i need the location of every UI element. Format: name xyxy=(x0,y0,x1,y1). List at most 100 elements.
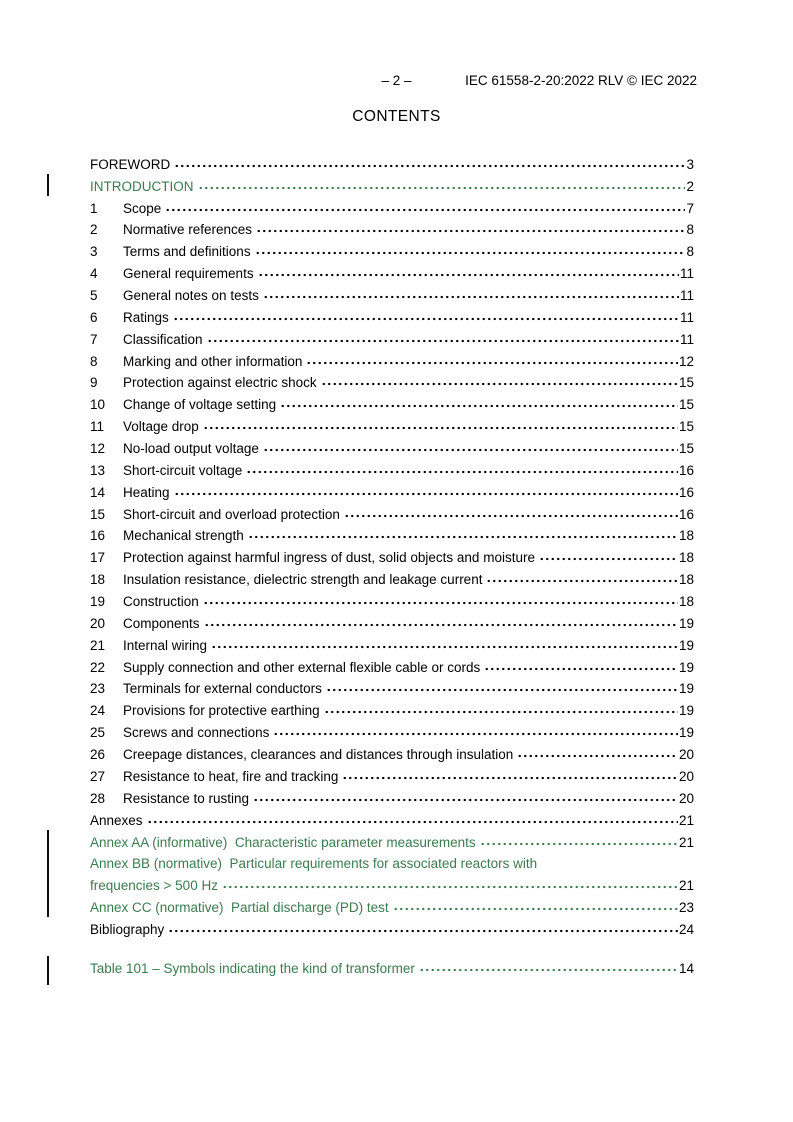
change-bar xyxy=(47,895,49,918)
toc-entry-number: 19 xyxy=(90,594,106,610)
toc-entry-number: 24 xyxy=(90,703,106,719)
toc-entry: 19 Construction 18 xyxy=(90,589,694,612)
toc-entry: Annex BB (normative) Particular requirem… xyxy=(47,851,694,874)
toc-entry-label: Table 101 – Symbols indicating the kind … xyxy=(90,961,415,977)
toc-entry-page: 19 xyxy=(678,703,694,719)
toc-entry-page: 15 xyxy=(678,419,694,435)
toc-entry: 21 Internal wiring 19 xyxy=(90,632,694,655)
toc-entry: Table 101 – Symbols indicating the kind … xyxy=(47,956,694,986)
toc-entry-label: FOREWORD xyxy=(90,156,171,172)
toc-entry-page: 8 xyxy=(686,244,694,260)
toc-entry-page: 19 xyxy=(678,615,694,631)
toc-entry-page: 2 xyxy=(686,178,694,194)
toc-entry: 4 General requirements 11 xyxy=(90,261,694,284)
page-header: – 2 – IEC 61558-2-20:2022 RLV © IEC 2022 xyxy=(0,71,697,91)
toc-entry-label: Insulation resistance, dielectric streng… xyxy=(123,572,483,588)
toc-entry: 2 Normative references 8 xyxy=(90,217,694,240)
toc-entry-page: 24 xyxy=(678,921,694,937)
toc-entry-number: 9 xyxy=(90,375,98,391)
dotted-leader xyxy=(205,326,679,349)
toc-entry-number: 6 xyxy=(90,309,98,325)
toc-entry-number: 2 xyxy=(90,222,98,238)
change-bar xyxy=(47,173,49,196)
toc-entry-label: Internal wiring xyxy=(123,637,208,653)
toc-entry-label: Screws and connections xyxy=(123,725,270,741)
change-bar xyxy=(47,956,49,986)
dotted-leader xyxy=(261,283,679,306)
toc-entry: 13 Short-circuit voltage 16 xyxy=(90,458,694,480)
toc-entry-label: Annex CC (normative) Partial discharge (… xyxy=(90,900,389,916)
page-number-marker: – 2 – xyxy=(381,73,412,88)
toc-entry-number: 13 xyxy=(90,462,106,478)
tables-list: Table 101 – Symbols indicating the kind … xyxy=(47,956,694,986)
dotted-leader xyxy=(201,414,678,437)
dotted-leader xyxy=(516,742,678,765)
toc-entry-number: 8 xyxy=(90,353,98,369)
change-bar xyxy=(47,829,49,852)
toc-entry-number: 10 xyxy=(90,397,106,413)
toc-entry-number: 26 xyxy=(90,747,106,763)
toc-entry-label: Resistance to heat, fire and tracking xyxy=(123,768,339,784)
toc-entry-page: 11 xyxy=(679,288,694,304)
toc-entry-label: Protection against electric shock xyxy=(123,375,317,391)
toc-entry: 20 Components 19 xyxy=(90,611,694,633)
toc-entry-page: 23 xyxy=(678,900,694,916)
toc-entry-page: 8 xyxy=(686,222,694,238)
toc-entry: 22 Supply connection and other external f… xyxy=(90,654,694,677)
dotted-leader xyxy=(478,829,678,852)
toc-entry-number: 7 xyxy=(90,331,98,347)
toc-entry: 23 Terminals for external conductors 19 xyxy=(90,676,694,699)
toc-entry-page: 18 xyxy=(678,550,694,566)
dotted-leader xyxy=(319,370,678,393)
dotted-leader xyxy=(172,479,678,502)
toc-entry: Annex CC (normative) Partial discharge (… xyxy=(47,895,694,918)
toc-entry-page: 11 xyxy=(679,309,694,325)
toc-entry-number: 4 xyxy=(90,266,98,282)
toc-entry: 12 No-load output voltage 15 xyxy=(90,436,694,459)
toc-entry-number: 20 xyxy=(90,615,106,631)
toc-entry-label: Scope xyxy=(123,200,162,216)
dotted-leader xyxy=(256,261,679,284)
toc-entry-page: 21 xyxy=(678,834,694,850)
toc-entry-label: Bibliography xyxy=(90,921,165,937)
toc-entry-page: 21 xyxy=(678,878,694,894)
dotted-leader xyxy=(145,807,678,830)
toc-entry-label: Short-circuit voltage xyxy=(123,462,243,478)
toc-list: FOREWORD 3 INTRODUCTION 2 1 Scope 7 2 Normative … xyxy=(47,152,694,939)
toc-entry-label: Provisions for protective earthing xyxy=(123,703,320,719)
toc-entry-label: Annex AA (informative) Characteristic pa… xyxy=(90,834,476,850)
toc-entry: 6 Ratings 11 xyxy=(90,305,694,327)
toc-entry: 10 Change of voltage setting 15 xyxy=(90,392,694,415)
toc-entry-label: Marking and other information xyxy=(123,353,303,369)
toc-entry-number: 14 xyxy=(90,484,106,500)
toc-entry-number: 17 xyxy=(90,550,106,566)
dotted-leader xyxy=(305,348,678,371)
toc-entry-label: General notes on tests xyxy=(123,288,259,304)
table-of-contents: FOREWORD 3 INTRODUCTION 2 1 Scope 7 2 Normative … xyxy=(47,152,694,986)
dotted-leader xyxy=(483,654,678,677)
toc-entry-page: 18 xyxy=(678,572,694,588)
toc-entry: 25 Screws and connections 19 xyxy=(90,720,694,743)
toc-entry-number: 11 xyxy=(90,419,105,435)
toc-entry-number: 18 xyxy=(90,572,106,588)
dotted-leader xyxy=(201,589,678,612)
toc-entry-label: Terminals for external conductors xyxy=(123,681,322,697)
toc-entry-page: 19 xyxy=(678,637,694,653)
dotted-leader xyxy=(417,956,678,979)
toc-entry: Annex AA (informative) Characteristic pa… xyxy=(47,829,694,852)
toc-entry-number: 3 xyxy=(90,244,98,260)
toc-entry: 5 General notes on tests 11 xyxy=(90,283,694,306)
toc-entry-number: 28 xyxy=(90,790,106,806)
toc-entry-number: 12 xyxy=(90,441,106,457)
dotted-leader xyxy=(164,195,686,218)
toc-entry-page: 21 xyxy=(678,812,694,828)
toc-entry: frequencies > 500 Hz 21 xyxy=(47,873,694,896)
toc-entry-page: 18 xyxy=(678,528,694,544)
dotted-leader xyxy=(167,917,678,939)
toc-entry-page: 19 xyxy=(678,659,694,675)
doc-reference: IEC 61558-2-20:2022 RLV © IEC 2022 xyxy=(465,73,697,88)
change-bar xyxy=(47,851,49,874)
dotted-leader xyxy=(485,567,678,590)
toc-entry-page: 20 xyxy=(678,790,694,806)
